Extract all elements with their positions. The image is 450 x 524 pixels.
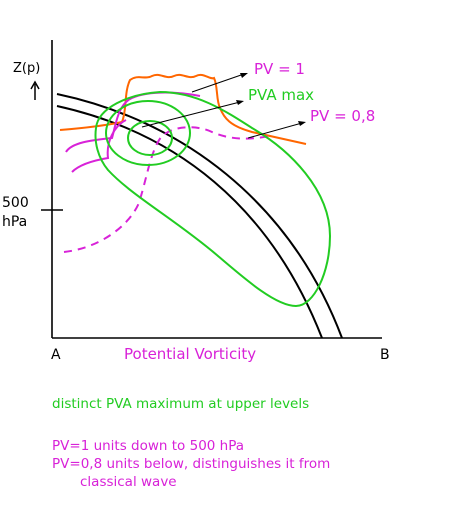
- up-arrow-icon: [30, 80, 40, 100]
- pva-max-leader-arrow: [141, 100, 244, 128]
- x-axis-label: Potential Vorticity: [124, 345, 256, 363]
- pva-max-middle-contour: [105, 100, 191, 166]
- pv-diagram: Z(p) 500 hPa A B Potential Vorticity PV …: [2, 40, 390, 363]
- black-curve-inner: [56, 105, 323, 339]
- x-axis-start-label: A: [51, 347, 61, 363]
- pv-08-leader-arrow: [247, 121, 306, 139]
- pv-08-label: PV = 0,8: [310, 107, 375, 125]
- black-curve-outer: [56, 93, 343, 339]
- pv-1-leader-arrow: [191, 73, 248, 93]
- x-axis-end-label: B: [380, 347, 390, 363]
- pva-max-inner-contour: [127, 120, 173, 156]
- caption-pv-08: PV=0,8 units below, distinguishes it fro…: [52, 456, 331, 472]
- caption-pva-maximum: distinct PVA maximum at upper levels: [52, 396, 310, 412]
- y-tick-unit: hPa: [2, 214, 27, 230]
- pv-08-contour-dashed: [63, 126, 271, 253]
- y-tick-value: 500: [2, 195, 29, 211]
- pv-1-label: PV = 1: [254, 60, 305, 78]
- pv-1-contour: [59, 73, 307, 145]
- pva-max-outer-contour: [94, 90, 332, 308]
- caption-pv-1: PV=1 units down to 500 hPa: [52, 438, 245, 454]
- caption-classical-wave: classical wave: [80, 474, 177, 490]
- pv-08-contour-solid-inner: [71, 119, 127, 173]
- pva-max-label: PVA max: [248, 86, 314, 104]
- y-axis-label: Z(p): [13, 61, 40, 76]
